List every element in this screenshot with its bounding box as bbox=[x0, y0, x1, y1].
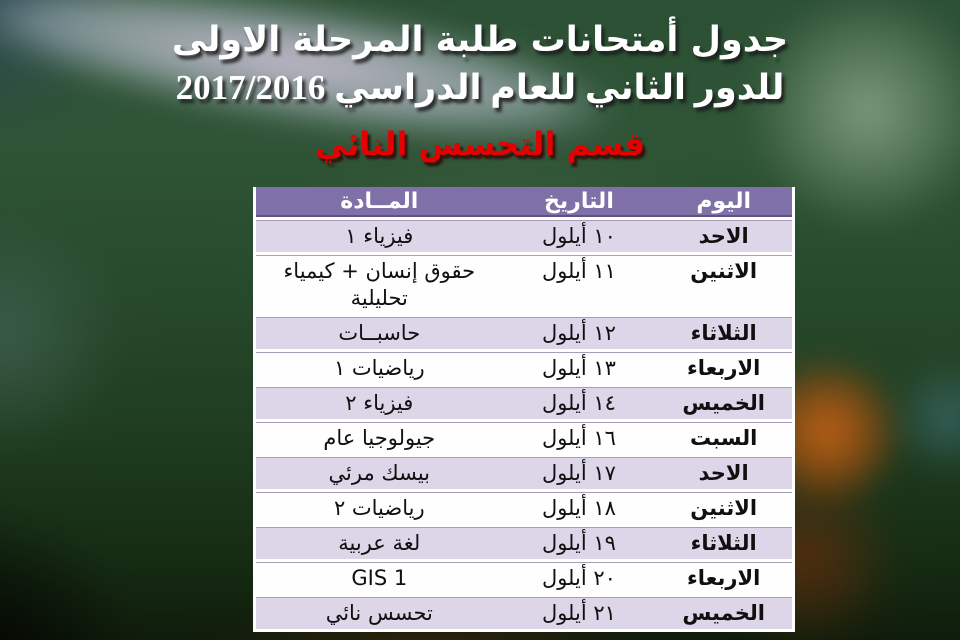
cell-subject: بيسك مرئي bbox=[256, 457, 503, 489]
header-subject: المــادة bbox=[256, 187, 503, 217]
table-row: الاحد ١٠ أيلول فيزياء ١ bbox=[256, 220, 792, 252]
department-title: قسم التحسس النائي bbox=[314, 125, 646, 163]
cell-date: ٢٠ أيلول bbox=[502, 562, 656, 594]
cell-subject: تحسس نائي bbox=[256, 597, 503, 629]
header-day: اليوم bbox=[655, 187, 792, 217]
cell-day: الاحد bbox=[655, 220, 792, 252]
cell-day: الخميس bbox=[655, 387, 792, 419]
table-row: الخميس ١٤ أيلول فيزياء ٢ bbox=[256, 387, 792, 419]
cell-day: الاربعاء bbox=[655, 352, 792, 384]
cell-date: ١٤ أيلول bbox=[502, 387, 656, 419]
cell-subject: رياضيات ١ bbox=[256, 352, 503, 384]
page-title-line2: للدور الثاني للعام الدراسي 2017/2016 bbox=[175, 68, 785, 107]
table-row: الاثنين ١١ أيلول حقوق إنسان + كيمياء تحليل… bbox=[256, 255, 792, 314]
table-row: الثلاثاء ١٢ أيلول حاسبــات bbox=[256, 317, 792, 349]
table-row: الاربعاء ١٣ أيلول رياضيات ١ bbox=[256, 352, 792, 384]
cell-subject: رياضيات ٢ bbox=[256, 492, 503, 524]
cell-date: ١٦ أيلول bbox=[502, 422, 656, 454]
cell-date: ١٩ أيلول bbox=[502, 527, 656, 559]
exam-schedule-table: اليوم التاريخ المــادة الاحد ١٠ أيلول فيزي… bbox=[253, 187, 795, 629]
table-row: الاربعاء ٢٠ أيلول GIS 1 bbox=[256, 562, 792, 594]
cell-subject: فيزياء ١ bbox=[256, 220, 503, 252]
table-row: الثلاثاء ١٩ أيلول لغة عربية bbox=[256, 527, 792, 559]
cell-date: ١٨ أيلول bbox=[502, 492, 656, 524]
cell-date: ١٧ أيلول bbox=[502, 457, 656, 489]
cell-day: الثلاثاء bbox=[655, 527, 792, 559]
title-block: جدول أمتحانات طلبة المرحلة الاولى للدور … bbox=[0, 16, 960, 164]
cell-day: السبت bbox=[655, 422, 792, 454]
cell-day: الاربعاء bbox=[655, 562, 792, 594]
cell-day: الاحد bbox=[655, 457, 792, 489]
table-header-row: اليوم التاريخ المــادة bbox=[256, 187, 792, 217]
exam-table-body: الاحد ١٠ أيلول فيزياء ١ الاثنين ١١ أيلول حقوق… bbox=[256, 220, 792, 629]
cell-day: الاثنين bbox=[655, 492, 792, 524]
table-row: الاثنين ١٨ أيلول رياضيات ٢ bbox=[256, 492, 792, 524]
cell-subject: GIS 1 bbox=[256, 562, 503, 594]
cell-subject: لغة عربية bbox=[256, 527, 503, 559]
cell-day: الثلاثاء bbox=[655, 317, 792, 349]
exam-schedule-table-wrap: اليوم التاريخ المــادة الاحد ١٠ أيلول فيزي… bbox=[253, 187, 795, 632]
cell-subject: فيزياء ٢ bbox=[256, 387, 503, 419]
table-row: السبت ١٦ أيلول جيولوجيا عام bbox=[256, 422, 792, 454]
cell-day: الاثنين bbox=[655, 255, 792, 314]
header-date: التاريخ bbox=[502, 187, 656, 217]
cell-subject: حاسبــات bbox=[256, 317, 503, 349]
cell-date: ١١ أيلول bbox=[502, 255, 656, 314]
cell-subject: حقوق إنسان + كيمياء تحليلية bbox=[256, 255, 503, 314]
table-row: الخميس ٢١ أيلول تحسس نائي bbox=[256, 597, 792, 629]
cell-date: ١٣ أيلول bbox=[502, 352, 656, 384]
cell-date: ١٠ أيلول bbox=[502, 220, 656, 252]
cell-date: ٢١ أيلول bbox=[502, 597, 656, 629]
cell-day: الخميس bbox=[655, 597, 792, 629]
table-row: الاحد ١٧ أيلول بيسك مرئي bbox=[256, 457, 792, 489]
cell-subject: جيولوجيا عام bbox=[256, 422, 503, 454]
page-title-line1: جدول أمتحانات طلبة المرحلة الاولى bbox=[171, 20, 789, 60]
cell-date: ١٢ أيلول bbox=[502, 317, 656, 349]
